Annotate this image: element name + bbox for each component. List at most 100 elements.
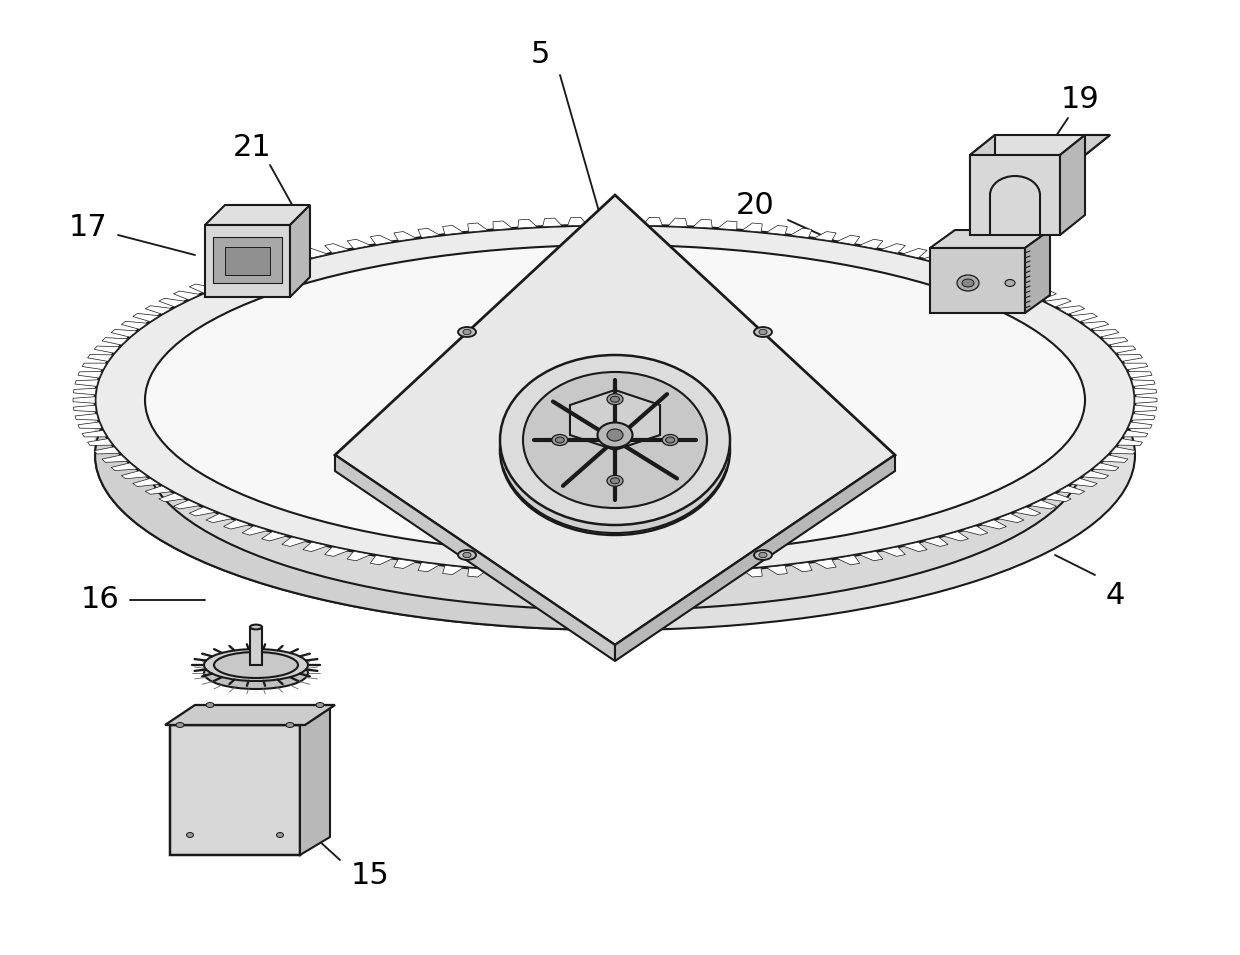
Polygon shape [593,217,613,225]
Polygon shape [718,221,737,230]
Polygon shape [160,308,174,371]
Polygon shape [136,324,148,387]
Polygon shape [206,285,223,347]
Ellipse shape [759,329,768,334]
Polygon shape [980,520,1007,529]
Polygon shape [813,231,836,241]
Polygon shape [174,500,200,509]
Polygon shape [170,707,330,725]
Polygon shape [281,537,308,546]
Polygon shape [1117,354,1142,361]
Ellipse shape [206,703,215,708]
Polygon shape [223,516,243,577]
Polygon shape [693,572,712,581]
Polygon shape [206,277,232,286]
Polygon shape [82,363,107,370]
Text: 18: 18 [811,295,849,325]
Polygon shape [305,254,327,314]
Polygon shape [133,313,159,322]
Polygon shape [347,551,371,561]
Polygon shape [110,441,117,505]
Polygon shape [998,514,1024,522]
Polygon shape [347,240,371,248]
Polygon shape [78,422,102,429]
Polygon shape [1071,313,1097,322]
Polygon shape [903,248,928,258]
Ellipse shape [608,429,622,441]
Polygon shape [479,569,505,626]
Polygon shape [95,386,97,451]
Ellipse shape [286,723,294,728]
Text: 16: 16 [81,585,119,614]
Text: 21: 21 [233,134,272,162]
Polygon shape [73,405,97,412]
Polygon shape [94,447,119,454]
Polygon shape [205,225,290,297]
Polygon shape [1135,396,1157,403]
Ellipse shape [463,552,471,558]
Polygon shape [559,574,588,629]
Polygon shape [443,565,464,575]
Polygon shape [1117,438,1142,445]
Polygon shape [859,240,883,248]
Ellipse shape [608,476,622,486]
Polygon shape [76,414,98,420]
Polygon shape [1030,500,1056,509]
Polygon shape [418,228,440,238]
Polygon shape [243,271,263,333]
Polygon shape [930,230,1050,248]
Polygon shape [942,259,968,268]
Ellipse shape [754,327,773,337]
Polygon shape [376,555,401,614]
Text: 20: 20 [735,190,774,220]
Polygon shape [242,526,268,535]
Polygon shape [1058,486,1085,495]
Ellipse shape [145,300,1085,610]
Ellipse shape [277,833,284,838]
Polygon shape [327,249,351,309]
Polygon shape [532,573,559,629]
Polygon shape [97,377,99,441]
Polygon shape [73,396,95,403]
Polygon shape [243,522,263,584]
Polygon shape [1102,455,1128,462]
Polygon shape [104,433,110,497]
Polygon shape [642,218,662,225]
Ellipse shape [205,649,308,681]
Polygon shape [262,532,288,541]
Polygon shape [588,225,615,280]
Polygon shape [223,520,249,529]
Polygon shape [618,217,637,225]
Polygon shape [281,253,308,263]
Polygon shape [159,298,186,307]
Polygon shape [170,725,300,855]
Polygon shape [351,244,376,305]
Polygon shape [790,562,812,572]
Polygon shape [418,562,440,572]
Text: 15: 15 [351,860,389,889]
Polygon shape [99,368,104,432]
Polygon shape [903,542,928,552]
Polygon shape [1128,422,1152,429]
Polygon shape [593,575,613,583]
Polygon shape [1123,363,1148,370]
Polygon shape [213,237,281,283]
Polygon shape [223,271,249,280]
Ellipse shape [500,365,730,535]
Polygon shape [1133,389,1157,394]
Polygon shape [303,248,327,258]
Ellipse shape [95,280,1135,630]
Polygon shape [112,329,138,337]
Polygon shape [559,225,588,281]
Polygon shape [1025,230,1050,313]
Polygon shape [962,265,988,274]
Ellipse shape [186,833,193,838]
Polygon shape [125,459,136,523]
Polygon shape [242,265,268,274]
Polygon shape [970,155,1060,235]
Polygon shape [494,570,512,579]
Polygon shape [327,546,351,605]
Polygon shape [122,471,148,478]
Ellipse shape [666,437,675,443]
Polygon shape [543,573,562,582]
